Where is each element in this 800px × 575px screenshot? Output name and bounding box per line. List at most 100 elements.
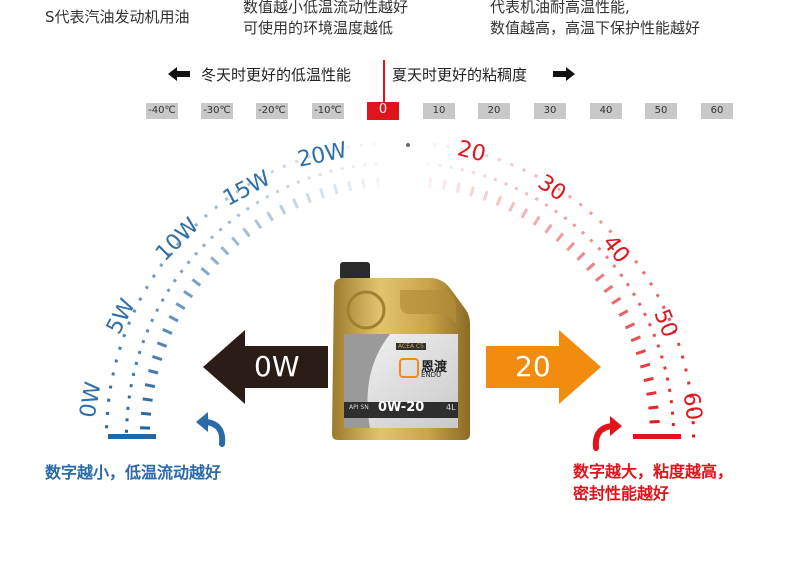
tick-20: 20 xyxy=(478,103,510,119)
gauge-tick xyxy=(148,369,159,375)
gauge-tick xyxy=(175,302,186,310)
gauge-tick xyxy=(351,164,356,169)
gauge-tick xyxy=(168,314,179,323)
gauge-tick xyxy=(667,388,672,393)
gauge-tick xyxy=(296,180,301,185)
tick-minus20: -20℃ xyxy=(256,103,288,119)
gauge-tick xyxy=(686,381,691,385)
gauge-tick xyxy=(209,235,215,240)
gauge-tick xyxy=(193,251,199,256)
gauge-tick xyxy=(482,190,489,201)
gauge-tick xyxy=(167,252,172,257)
gauge-tick xyxy=(566,241,576,252)
gauge-tick xyxy=(329,169,333,174)
tick-minus30: -30℃ xyxy=(201,103,233,119)
tick-30: 30 xyxy=(534,103,566,119)
gauge-tick xyxy=(320,151,324,155)
low-temp-arrow-label: 0W xyxy=(254,350,300,383)
gauge-tick xyxy=(618,309,629,317)
gauge-tick xyxy=(184,232,189,237)
gauge-tick xyxy=(545,180,550,185)
gauge-tick xyxy=(656,344,661,348)
gauge-tick xyxy=(603,284,614,294)
gauge-tick xyxy=(218,227,223,232)
gauge-tick xyxy=(201,243,207,248)
gauge-tick xyxy=(319,187,326,199)
footer-left-text: 数字越小，低温流动越好 xyxy=(45,463,222,482)
footer-right-line2: 密封性能越好 xyxy=(573,484,670,503)
gauge-tick xyxy=(194,222,199,228)
header-middle-line1: 数值越小低温流动性越好 xyxy=(243,0,409,16)
bottle-brand-cn: 恩渡 xyxy=(421,360,448,375)
gauge-tick xyxy=(191,278,202,287)
header-left-text: S代表汽油发动机用油 xyxy=(45,8,190,26)
gauge-tick xyxy=(151,355,163,362)
gauge-tick xyxy=(471,170,476,175)
high-temp-arrow xyxy=(486,330,601,404)
gauge-tick xyxy=(484,153,489,158)
gauge-tick xyxy=(294,159,299,164)
gauge-tick xyxy=(626,249,631,254)
gauge-tick xyxy=(563,216,568,221)
gauge-tick xyxy=(585,262,596,272)
gauge-tick xyxy=(624,322,636,330)
header-right-line2: 数值越高，高温下保护性能越好 xyxy=(490,19,701,37)
gauge-tick xyxy=(544,223,553,234)
gauge-tick xyxy=(556,187,562,192)
gauge-tick xyxy=(449,165,453,170)
gauge-tick xyxy=(493,177,498,182)
gauge-tick xyxy=(235,189,240,194)
gauge-tick xyxy=(446,144,450,149)
gauge-tick xyxy=(680,355,685,359)
gauge-tick xyxy=(643,376,654,383)
gauge-tick xyxy=(469,186,475,197)
gauge-tick xyxy=(227,220,232,225)
gauge-tick xyxy=(665,377,670,381)
gauge-tick xyxy=(138,297,143,302)
gauge-tick xyxy=(655,293,660,298)
gauge-tick xyxy=(155,308,160,313)
header-right-line1: 代表机油耐高温性能, xyxy=(490,0,630,16)
gauge-tick xyxy=(522,167,527,173)
gauge-tick xyxy=(576,251,586,261)
gauge-tick xyxy=(166,288,171,293)
gauge-tick xyxy=(186,260,191,265)
gauge-tick xyxy=(156,341,168,348)
gauge-tick xyxy=(172,278,177,283)
gauge-tick xyxy=(140,411,152,416)
gauge-tick xyxy=(200,267,211,276)
gauge-tick xyxy=(144,383,156,389)
blue-curve-arrow-icon xyxy=(196,412,226,447)
bottle-api: API SN xyxy=(349,404,369,411)
gauge-tick xyxy=(612,264,617,269)
gauge-tick xyxy=(220,246,230,256)
brand-logo-icon xyxy=(399,358,419,378)
gauge-tick xyxy=(672,329,677,334)
gauge-tick xyxy=(258,175,263,180)
gauge-tick xyxy=(150,318,155,323)
gauge-tick xyxy=(634,259,639,264)
gauge-tick xyxy=(504,181,508,186)
gauge-tick xyxy=(647,322,652,327)
gauge-tick xyxy=(472,150,476,154)
gauge-tick xyxy=(625,282,630,287)
gauge-tick xyxy=(236,213,241,218)
gauge-tick xyxy=(544,202,549,208)
gauge-tick xyxy=(307,176,312,180)
gauge-tick xyxy=(567,194,573,199)
gauge-tick xyxy=(318,172,322,177)
cold-tick-marks xyxy=(105,141,380,433)
gauge-tick xyxy=(534,197,539,202)
gauge-tick xyxy=(160,298,165,303)
gauge-tick xyxy=(659,355,664,359)
gauge-tick xyxy=(580,230,586,235)
footer-right-line1: 数字越大，粘度越高， xyxy=(573,462,734,481)
hot-tick-marks xyxy=(426,142,695,438)
gauge-tick xyxy=(255,200,260,205)
gauge-tick xyxy=(340,166,344,171)
gauge-tick xyxy=(631,292,637,297)
gauge-tick xyxy=(278,204,287,215)
gauge-tick xyxy=(134,361,139,366)
top-dot xyxy=(406,143,410,147)
